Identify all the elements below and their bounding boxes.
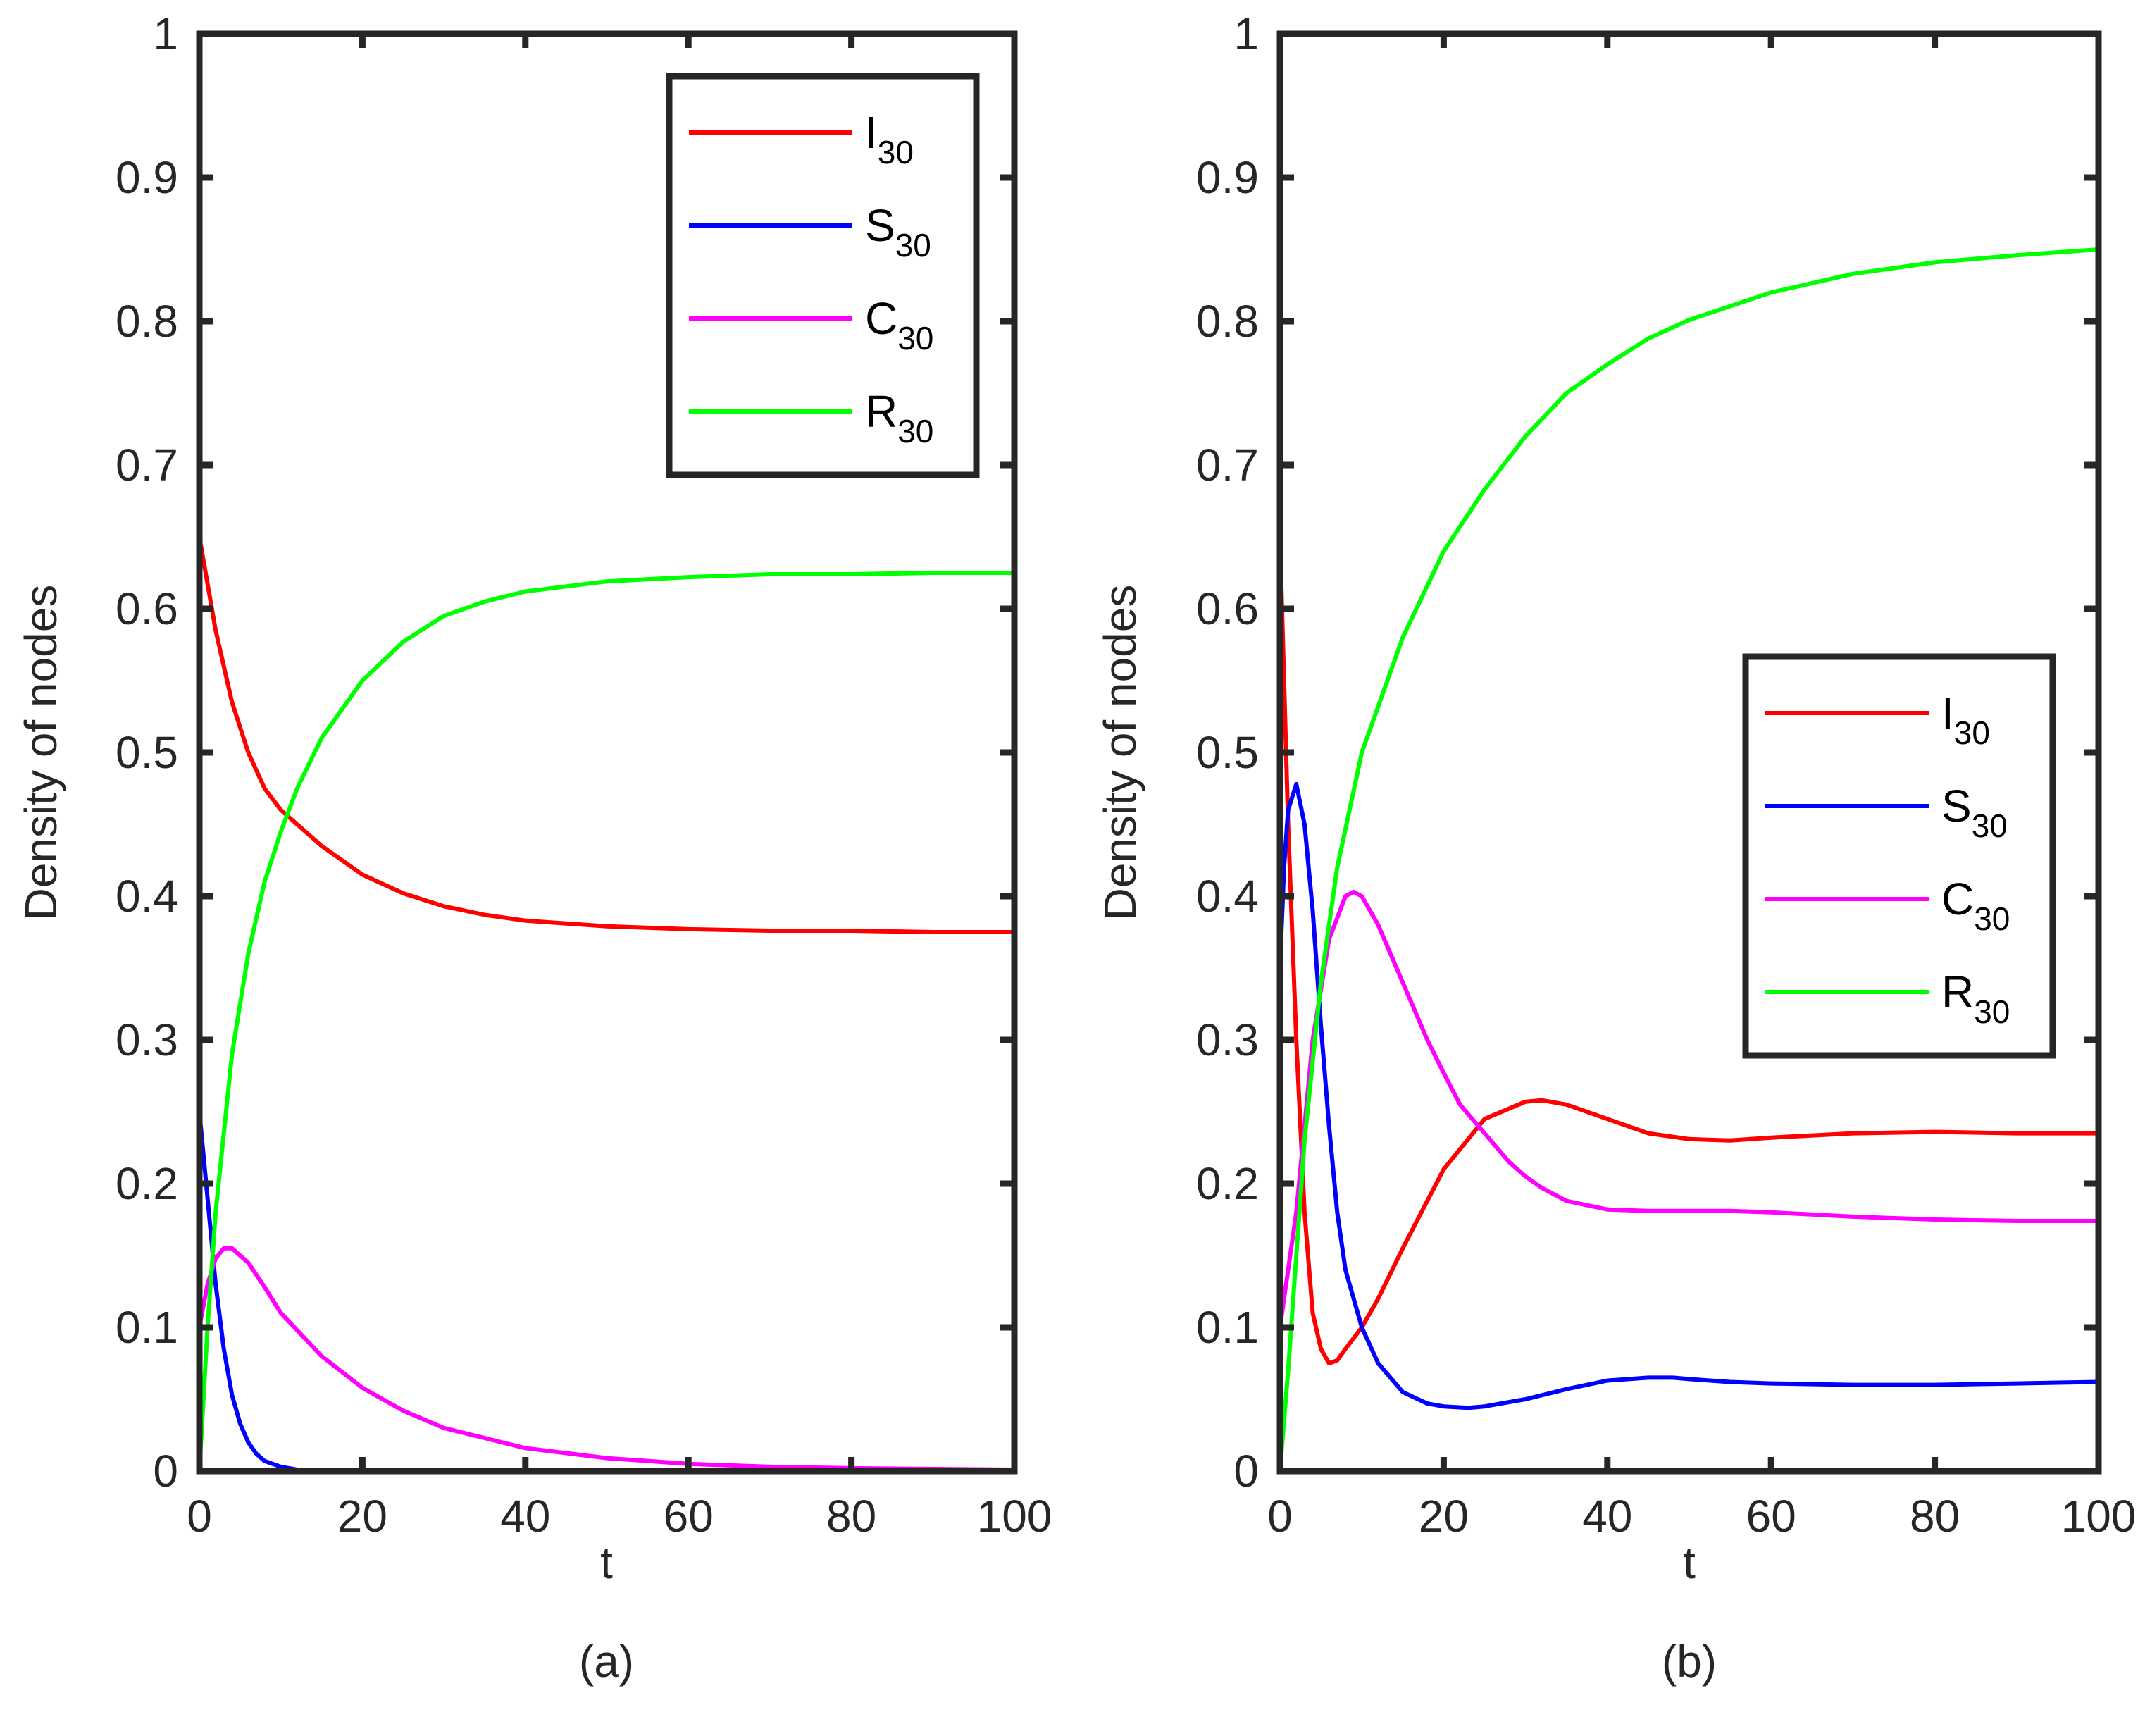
y-tick-label-a: 0.3 xyxy=(116,1015,178,1065)
ticks-layer-a: 0 20 40 60 80 100 0 0.1 0.2 0.3 0.4 0.5 0.6 0.7 0.8 0.9… xyxy=(116,8,1052,1542)
legend-label-R-a: R30 xyxy=(865,386,933,450)
y-tick-label-a: 0.1 xyxy=(116,1302,178,1353)
y-tick-label-b: 0.2 xyxy=(1196,1158,1259,1209)
legend-label-C-b: C30 xyxy=(1941,874,2010,937)
legend-label-R-b: R30 xyxy=(1941,967,2010,1030)
y-tick-label-a: 0.2 xyxy=(116,1158,178,1209)
x-tick-label-b: 80 xyxy=(1910,1491,1960,1542)
series-line-I-b xyxy=(1278,535,2101,1365)
x-axis-title-b: t xyxy=(1683,1537,1696,1588)
y-axis-title-a: Density of nodes xyxy=(15,585,66,921)
legend-box-b xyxy=(1742,653,2056,1059)
y-tick-label-b: 0.6 xyxy=(1196,583,1259,634)
series-line-C-a xyxy=(197,1246,1016,1472)
x-tick-label-a: 20 xyxy=(337,1491,387,1542)
x-tick-label-a: 60 xyxy=(664,1491,714,1542)
y-tick-label-a: 0.5 xyxy=(116,727,178,778)
y-tick-label-a: 0.9 xyxy=(116,152,178,203)
panel-b: 0 20 40 60 80 100 0 0.1 0.2 0.3 0.4 0.5 0.6 0.7 0.8 0.9… xyxy=(1095,8,2136,1687)
series-line-R-a xyxy=(197,571,1016,1473)
series-layer-b xyxy=(1278,247,2101,1473)
series-line-S-b xyxy=(1278,781,2101,1410)
x-tick-label-b: 100 xyxy=(2061,1491,2137,1542)
y-tick-label-a: 0.7 xyxy=(116,440,178,490)
y-tick-label-a: 0.8 xyxy=(116,296,178,347)
x-tick-label-a: 100 xyxy=(977,1491,1052,1542)
panel-a: 0 20 40 60 80 100 0 0.1 0.2 0.3 0.4 0.5 0.6 0.7 0.8 0.9… xyxy=(15,8,1052,1687)
ticks-layer-b: 0 20 40 60 80 100 0 0.1 0.2 0.3 0.4 0.5 0.6 0.7 0.8 0.9… xyxy=(1196,8,2136,1542)
series-layer-a xyxy=(197,535,1016,1473)
legend-box-a xyxy=(666,73,980,478)
series-line-R-b xyxy=(1278,247,2101,1473)
y-tick-label-b: 0.7 xyxy=(1196,440,1259,490)
y-axis-title-b: Density of nodes xyxy=(1095,585,1145,921)
y-tick-label-a: 0 xyxy=(153,1446,178,1496)
legend-label-I-b: I30 xyxy=(1941,688,1990,751)
y-tick-label-a: 0.4 xyxy=(116,871,178,922)
y-tick-label-b: 0.3 xyxy=(1196,1015,1259,1065)
y-tick-label-a: 0.6 xyxy=(116,583,178,634)
y-tick-label-b: 0.5 xyxy=(1196,727,1259,778)
panel-caption-b: (b) xyxy=(1662,1636,1717,1687)
y-tick-label-a: 1 xyxy=(153,8,178,59)
legend-label-S-a: S30 xyxy=(865,200,931,264)
panel-caption-a: (a) xyxy=(579,1636,634,1687)
x-tick-label-b: 0 xyxy=(1267,1491,1293,1542)
x-tick-label-b: 20 xyxy=(1419,1491,1469,1542)
legend-b: I30 S30 C30 R30 xyxy=(1742,653,2056,1059)
y-tick-label-b: 0.1 xyxy=(1196,1302,1259,1353)
x-axis-title-a: t xyxy=(600,1537,613,1588)
y-tick-label-b: 0.8 xyxy=(1196,296,1259,347)
x-tick-label-a: 0 xyxy=(187,1491,212,1542)
y-tick-label-b: 0.4 xyxy=(1196,871,1259,922)
series-line-I-a xyxy=(197,535,1016,934)
series-line-C-b xyxy=(1278,889,2101,1329)
legend-a: I30 S30 C30 R30 xyxy=(666,73,980,478)
legend-label-S-b: S30 xyxy=(1941,781,2008,844)
y-tick-label-b: 1 xyxy=(1233,8,1259,59)
legend-label-C-a: C30 xyxy=(865,293,933,356)
x-tick-label-a: 80 xyxy=(826,1491,876,1542)
x-tick-label-a: 40 xyxy=(500,1491,550,1542)
y-tick-label-b: 0.9 xyxy=(1196,152,1259,203)
y-tick-label-b: 0 xyxy=(1233,1446,1259,1496)
x-tick-label-b: 60 xyxy=(1746,1491,1796,1542)
legend-label-I-a: I30 xyxy=(865,107,914,170)
x-tick-label-b: 40 xyxy=(1582,1491,1632,1542)
